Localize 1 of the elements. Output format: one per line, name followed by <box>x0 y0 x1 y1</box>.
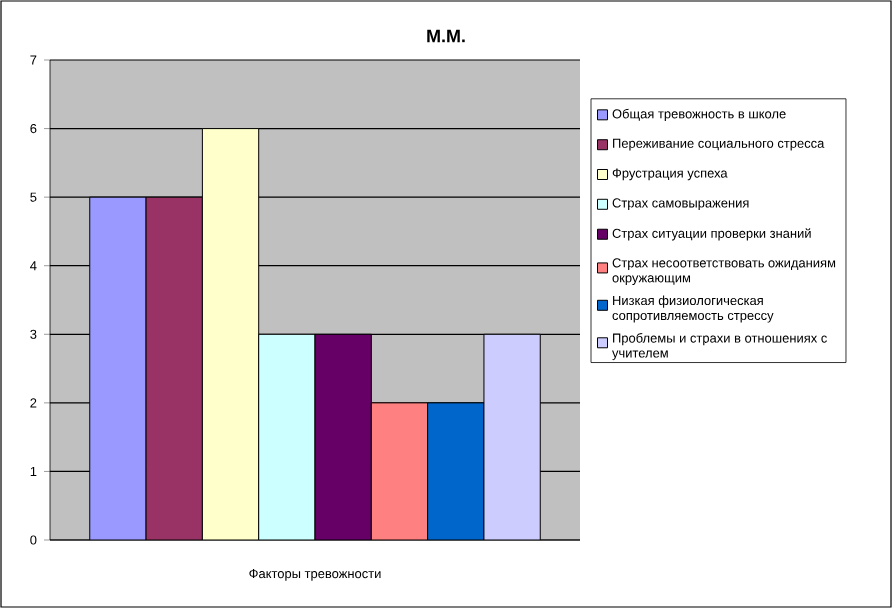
chart-title: М.М. <box>427 29 465 43</box>
